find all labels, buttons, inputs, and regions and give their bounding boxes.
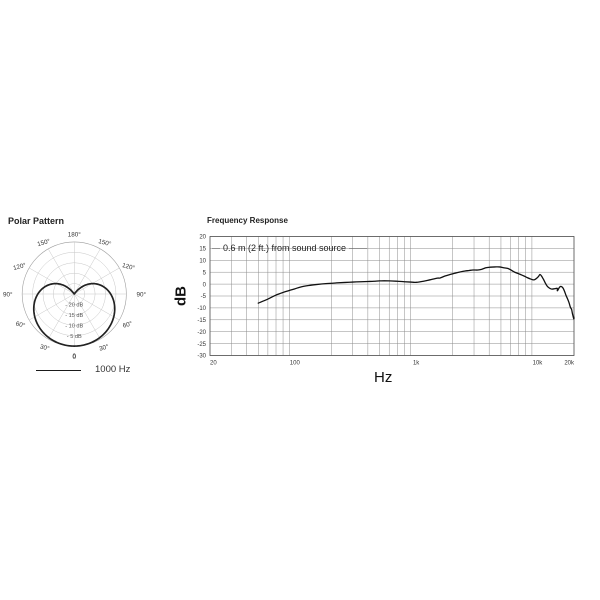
- svg-text:-10: -10: [197, 306, 206, 312]
- svg-text:100: 100: [290, 361, 301, 367]
- svg-text:30°: 30°: [39, 342, 51, 352]
- svg-text:1k: 1k: [413, 361, 420, 367]
- svg-text:20: 20: [210, 361, 217, 367]
- svg-text:150°: 150°: [97, 237, 112, 248]
- svg-text:- 10 dB: - 10 dB: [65, 323, 83, 329]
- svg-text:180°: 180°: [68, 231, 82, 239]
- svg-text:30°: 30°: [98, 342, 110, 352]
- svg-text:90°: 90°: [3, 291, 13, 299]
- svg-text:- 15 dB: - 15 dB: [65, 313, 83, 319]
- svg-text:-30: -30: [197, 354, 206, 360]
- svg-text:0: 0: [72, 354, 76, 361]
- svg-text:60°: 60°: [15, 319, 27, 329]
- svg-text:0: 0: [203, 282, 207, 288]
- svg-text:- 5 dB: - 5 dB: [67, 334, 82, 340]
- svg-text:- 20 dB: - 20 dB: [65, 303, 83, 309]
- svg-text:5: 5: [203, 270, 207, 276]
- svg-text:20k: 20k: [564, 361, 575, 367]
- svg-text:10k: 10k: [533, 361, 544, 367]
- svg-text:0.6 m (2 ft.) from sound sourc: 0.6 m (2 ft.) from sound source: [223, 243, 346, 253]
- svg-text:150°: 150°: [36, 237, 51, 248]
- svg-text:20: 20: [199, 235, 206, 241]
- svg-text:60°: 60°: [122, 319, 134, 329]
- svg-text:-15: -15: [197, 318, 206, 324]
- svg-text:90°: 90°: [137, 291, 147, 299]
- svg-text:10: 10: [199, 259, 206, 265]
- svg-text:-25: -25: [197, 342, 206, 348]
- svg-text:15: 15: [199, 247, 206, 253]
- svg-text:-20: -20: [197, 330, 206, 336]
- svg-text:-5: -5: [201, 294, 207, 300]
- svg-text:120°: 120°: [121, 261, 136, 272]
- svg-text:120°: 120°: [12, 261, 27, 272]
